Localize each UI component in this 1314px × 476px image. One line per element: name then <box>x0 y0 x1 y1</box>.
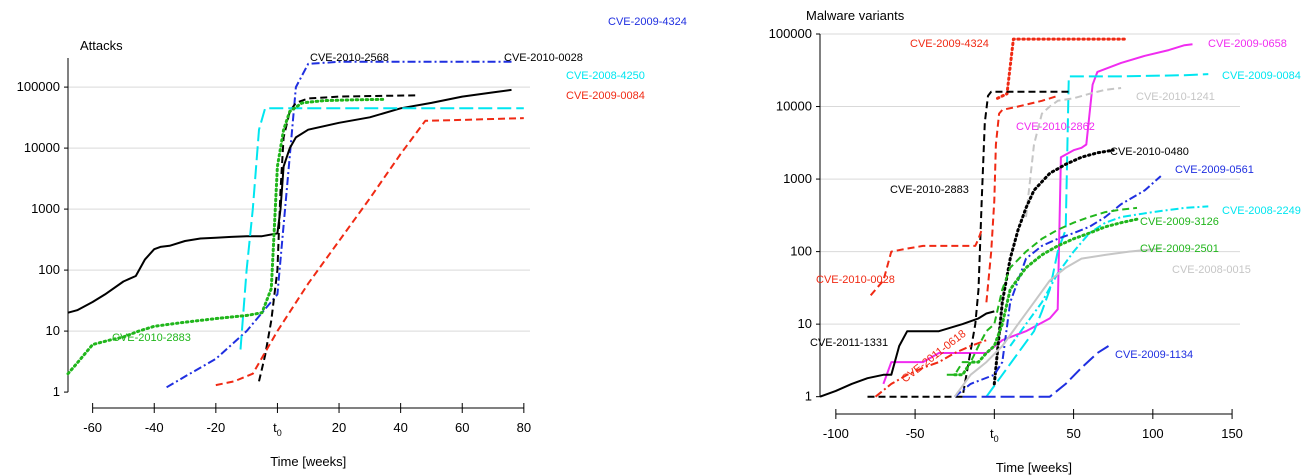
x-tick-text: t <box>273 420 277 435</box>
x-tick-label: 60 <box>455 420 469 435</box>
series-line-CVE-2009-0561 <box>954 175 1162 398</box>
series-line-CVE-2009-4324 <box>996 37 1126 100</box>
y-tick-label: 100 <box>790 244 812 259</box>
x-tick-text: -100 <box>823 426 849 441</box>
series-line-CVE-2010-2883 <box>867 90 1071 398</box>
chart-panel-1: 1 10 100 1000 10000 100000 -60 -40 -20 t0 20 40 60 80… <box>17 16 687 469</box>
series-line-CVE-2009-3126 <box>946 206 1138 376</box>
x-axis-label: Time [weeks] <box>996 460 1072 475</box>
series-annotation: CVE-2009-4324 <box>608 16 687 28</box>
x-tick-label: -20 <box>206 420 225 435</box>
series-annotation: CVE-2010-2862 <box>1016 121 1095 133</box>
x-tick-label: 50 <box>1066 426 1080 441</box>
series-annotation: CVE-2010-0028 <box>504 52 583 64</box>
series-line-CVE-2008-0015 <box>953 247 1161 398</box>
x-tick-text: 100 <box>1142 426 1164 441</box>
x-tick-text: 50 <box>1066 426 1080 441</box>
series-annotation: CVE-2010-0480 <box>1110 146 1189 158</box>
y-tick-label: 1000 <box>31 201 60 216</box>
x-tick-subscript: 0 <box>994 434 999 444</box>
x-tick-label: -40 <box>145 420 164 435</box>
series-annotation: CVE-2009-4324 <box>910 38 989 50</box>
series-line-CVE-2009-0658 <box>882 43 1193 385</box>
chart-title: Malware variants <box>806 8 905 23</box>
series-annotation: CVE-2009-2501 <box>1140 243 1219 255</box>
series-annotation: CVE-2011-1331 <box>810 337 888 349</box>
series-line-CVE-2009-0084 <box>215 117 524 387</box>
x-tick-text: -40 <box>145 420 164 435</box>
series-annotation: CVE-2009-1134 <box>1115 349 1193 361</box>
series-line-CVE-2009-2501 <box>953 217 1139 377</box>
series-annotation: CVE-2009-0561 <box>1175 164 1254 176</box>
y-tick-label: 100000 <box>769 26 812 41</box>
x-tick-label: -100 <box>823 426 849 441</box>
series-line-CVE-2010-0480 <box>992 148 1115 386</box>
series-annotation: CVE-2009-3126 <box>1140 216 1219 228</box>
x-tick-subscript: 0 <box>277 428 282 438</box>
series-annotation: CVE-2008-0015 <box>1172 264 1251 276</box>
series-annotation: CVE-2009-0084 <box>1222 70 1301 82</box>
series-annotation: CVE-2010-1241 <box>1136 91 1215 103</box>
x-tick-text: 20 <box>332 420 346 435</box>
x-tick-text: 40 <box>393 420 407 435</box>
x-tick-text: 150 <box>1221 426 1243 441</box>
series-line-CVE-2010-2568 <box>258 94 417 382</box>
x-tick-label: 80 <box>517 420 531 435</box>
series-annotation: CVE-2010-0028 <box>816 274 895 286</box>
series-annotation: CVE-2010-2883 <box>112 332 191 344</box>
x-tick-label: t0 <box>990 426 999 444</box>
x-tick-text: -60 <box>83 420 102 435</box>
series-annotation: CVE-2008-2249 <box>1222 205 1301 217</box>
y-tick-label: 10 <box>46 323 60 338</box>
series-line-CVE-2010-2862 <box>985 94 1058 303</box>
x-tick-label: -60 <box>83 420 102 435</box>
series-line-CVE-2008-2249 <box>1009 205 1209 347</box>
series-line-CVE-2010-0028 <box>67 88 512 314</box>
x-tick-label: -50 <box>906 426 925 441</box>
chart-panel-2: 1 10 100 1000 10000 100000 -100 -50 t0 50 100 150 Ti… <box>769 8 1301 475</box>
x-tick-text: -20 <box>206 420 225 435</box>
x-tick-label: 100 <box>1142 426 1164 441</box>
series-line-CVE-2011-1331 <box>819 310 995 398</box>
series-line-CVE-2009-0084 <box>985 73 1209 398</box>
y-tick-label: 1 <box>53 384 60 399</box>
y-tick-label: 100 <box>38 262 60 277</box>
series-annotation: CVE-2008-4250 <box>566 70 645 82</box>
series-line-CVE-2010-2883 <box>66 97 387 376</box>
series-annotation: CVE-2009-0658 <box>1208 38 1287 50</box>
series-annotation: CVE-2011-0618 <box>899 328 968 386</box>
series-line-CVE-2009-1134 <box>962 345 1110 398</box>
x-tick-text: 80 <box>517 420 531 435</box>
y-tick-label: 1000 <box>783 171 812 186</box>
x-tick-text: t <box>990 426 994 441</box>
y-tick-label: 10000 <box>776 99 812 114</box>
series-annotation: CVE-2010-2568 <box>310 52 389 64</box>
x-tick-label: 150 <box>1221 426 1243 441</box>
y-tick-label: 100000 <box>17 79 60 94</box>
series-annotation: CVE-2009-0084 <box>566 90 645 102</box>
x-tick-text: 60 <box>455 420 469 435</box>
series-line-CVE-2010-1241 <box>1025 87 1122 218</box>
x-tick-label: t0 <box>273 420 282 438</box>
x-tick-text: -50 <box>906 426 925 441</box>
series-line-CVE-2010-0028 <box>869 229 983 296</box>
series-annotation: CVE-2010-2883 <box>890 184 969 196</box>
chart-title: Attacks <box>80 38 123 53</box>
x-axis-label: Time [weeks] <box>270 454 346 469</box>
y-tick-label: 10 <box>798 316 812 331</box>
x-tick-label: 40 <box>393 420 407 435</box>
x-tick-label: 20 <box>332 420 346 435</box>
series-line-CVE-2011-0618 <box>874 339 987 398</box>
series-line-CVE-2009-4324 <box>166 60 512 389</box>
series-line-CVE-2008-4250 <box>239 107 524 350</box>
y-tick-label: 1 <box>805 389 812 404</box>
y-tick-label: 10000 <box>24 140 60 155</box>
